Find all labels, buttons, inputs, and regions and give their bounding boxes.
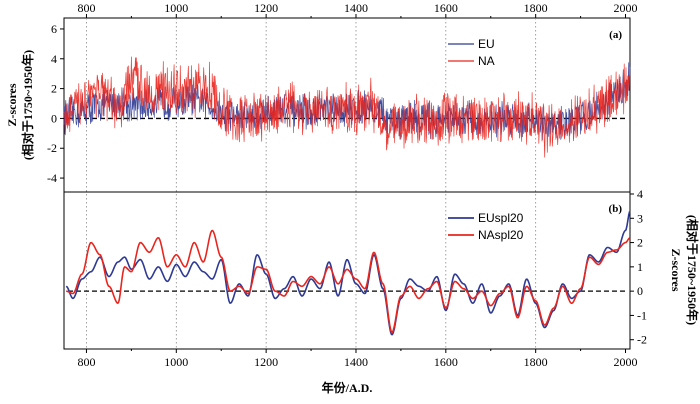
x-tick-label-top-800: 800 [77, 1, 95, 15]
x-tick-label-bottom-1800: 1800 [524, 355, 548, 369]
panel-0-y-tick-label-4: 4 [51, 52, 57, 66]
x-tick-label-top-1400: 1400 [344, 1, 368, 15]
panel-1-y-tick-label-3: 3 [637, 211, 643, 225]
panel-label-b: (b) [609, 203, 623, 215]
panel-b-series [65, 211, 631, 336]
panel-0-y-tick-label-6: 6 [51, 22, 57, 36]
panel-1-y-tick-label--2: -2 [637, 333, 647, 347]
panel-1-y-tick-label--1: -1 [637, 308, 647, 322]
x-tick-label-top-2000: 2000 [614, 1, 638, 15]
x-tick-label-top-1200: 1200 [254, 1, 278, 15]
legend-label-NA: NA [478, 54, 495, 68]
series-line-EUspl20 [65, 211, 631, 336]
panel-a-ylabel-line2: (相对于1750~1950年) [20, 50, 35, 160]
panel-label-a: (a) [609, 29, 622, 41]
panel-0-y-tick-label--4: -4 [47, 171, 57, 185]
series-line-NA [63, 56, 631, 158]
panel-a-series [63, 56, 631, 158]
legend-label-EUspl20: EUspl20 [478, 211, 524, 225]
panel-1-y-tick-label-1: 1 [637, 260, 643, 274]
panel-b-ylabel-line1: Z-scores [669, 248, 683, 291]
x-tick-label-bottom-1400: 1400 [344, 355, 368, 369]
legends: EU NA EUspl20 NAspl20 [448, 37, 524, 242]
legend-label-EU: EU [478, 37, 495, 51]
x-tick-label-top-1000: 1000 [164, 1, 188, 15]
panel-b-ylabel-line2: (相对于1750~1950年) [685, 215, 700, 325]
series-line-NAspl20 [66, 229, 631, 333]
panel-0-y-tick-label-2: 2 [51, 82, 57, 96]
panel-0-y-tick-label--2: -2 [47, 141, 57, 155]
axes: 8008001000100012001200140014001600160018… [47, 1, 647, 369]
x-tick-label-bottom-1600: 1600 [434, 355, 458, 369]
x-axis-title: 年份/A.D. [322, 380, 373, 395]
x-tick-label-top-1600: 1600 [434, 1, 458, 15]
panel-0-y-tick-label-0: 0 [51, 111, 57, 125]
panel-1-y-tick-label-2: 2 [637, 236, 643, 250]
x-tick-label-bottom-1000: 1000 [164, 355, 188, 369]
gridlines [86, 18, 537, 349]
x-tick-label-bottom-1200: 1200 [254, 355, 278, 369]
panel-1-y-tick-label-0: 0 [637, 284, 643, 298]
x-tick-label-top-1800: 1800 [524, 1, 548, 15]
x-tick-label-bottom-800: 800 [77, 355, 95, 369]
legend-label-NAspl20: NAspl20 [478, 228, 524, 242]
panel-1-y-tick-label-4: 4 [637, 187, 643, 201]
panel-a-ylabel-line1: Z-scores [5, 83, 19, 126]
x-tick-label-bottom-2000: 2000 [614, 355, 638, 369]
